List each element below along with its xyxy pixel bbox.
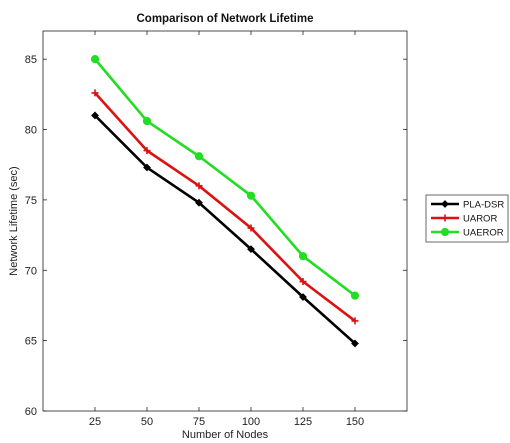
x-axis-label: Number of Nodes — [182, 429, 269, 441]
series-layer — [90, 55, 360, 348]
x-tick-label: 150 — [346, 416, 364, 428]
legend-marker-pla-dsr — [441, 200, 449, 208]
data-point-uaeror — [90, 55, 100, 64]
data-point-pla-dsr — [195, 198, 203, 207]
data-point-pla-dsr — [299, 293, 307, 301]
x-tick-label: 25 — [89, 416, 101, 428]
y-tick-label: 85 — [25, 54, 37, 66]
y-tick-label: 70 — [25, 265, 37, 277]
data-point-uaeror — [142, 116, 152, 126]
data-point-uaror — [247, 224, 255, 232]
data-point-pla-dsr — [247, 245, 255, 254]
legend-marker-uaeror — [440, 227, 450, 237]
data-point-uaeror — [298, 252, 308, 261]
data-point-uaror — [143, 147, 151, 155]
legend-label-uaror: UAROR — [463, 214, 497, 225]
series-uaeror — [90, 55, 360, 300]
data-point-uaror — [299, 278, 307, 286]
data-point-uaeror — [194, 152, 204, 161]
data-point-uaror — [195, 182, 203, 190]
data-point-pla-dsr — [91, 111, 99, 120]
legend-marker-uaror — [441, 214, 449, 222]
y-tick-label: 65 — [25, 336, 37, 348]
legend: PLA-DSR UAROR UAEROR — [425, 194, 509, 243]
data-point-pla-dsr — [351, 339, 359, 348]
data-point-pla-dsr — [143, 163, 151, 172]
series-uaror — [91, 89, 359, 325]
data-point-uaeror — [246, 191, 256, 200]
y-tick-label: 80 — [25, 125, 37, 137]
data-point-uaror — [91, 89, 99, 97]
x-tick-label: 125 — [294, 416, 312, 428]
series-line-pla-dsr — [94, 114, 356, 345]
data-point-uaeror — [350, 291, 360, 300]
plot-area — [42, 30, 408, 412]
data-point-uaror — [351, 317, 359, 325]
x-tick-label: 100 — [242, 416, 260, 428]
y-axis-label: Network Lifetime (sec) — [8, 166, 20, 275]
legend-label-pla-dsr: PLA-DSR — [463, 200, 504, 211]
x-tick-label: 75 — [193, 416, 205, 428]
y-tick-label: 60 — [25, 406, 37, 418]
series-line-uaror — [94, 92, 356, 322]
x-tick-label: 50 — [141, 416, 153, 428]
legend-label-uaeror: UAEROR — [463, 228, 504, 239]
axis-ticks: 25 50 75 100 125 150 60 65 70 75 80 85 — [25, 31, 407, 428]
series-line-uaeror — [94, 58, 356, 297]
chart-title: Comparison of Network Lifetime — [137, 13, 314, 25]
y-tick-label: 75 — [25, 195, 37, 207]
series-pla-dsr — [91, 111, 359, 348]
